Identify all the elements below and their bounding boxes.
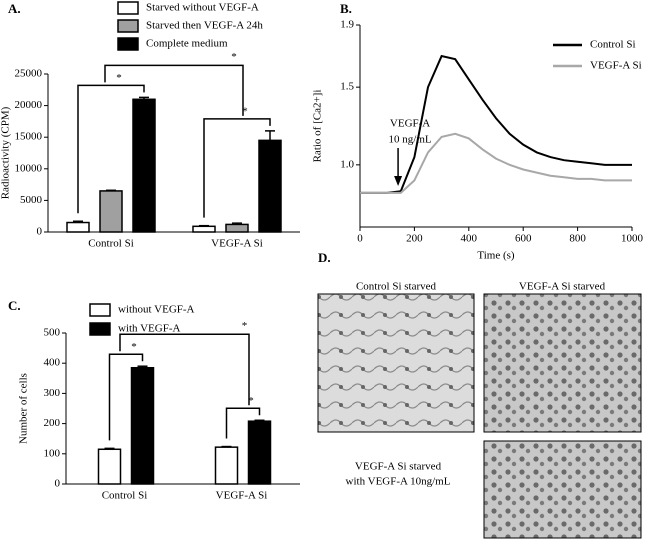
significance: *	[131, 341, 137, 353]
image-caption: VEGF-A Si starved	[355, 461, 442, 473]
y-tick-label: 1.9	[340, 19, 354, 31]
panel-label: D.	[318, 250, 331, 265]
y-tick-label: 500	[44, 327, 61, 339]
micrograph	[317, 293, 475, 433]
bar	[192, 225, 216, 233]
bar	[97, 448, 122, 485]
legend-label: Control Si	[590, 39, 636, 51]
bracket	[108, 353, 144, 441]
y-tick-label: 5000	[20, 194, 43, 206]
bracket	[225, 407, 261, 439]
x-tick-label: 800	[569, 233, 586, 245]
y-tick-label: 0	[37, 226, 43, 238]
micrograph	[483, 293, 642, 433]
y-tick-label: 0	[55, 478, 61, 490]
y-axis-label: Ratio of [Ca2+]i	[312, 90, 324, 163]
significance: *	[242, 105, 248, 117]
y-tick-label: 200	[44, 417, 61, 429]
x-tick-label: 0	[357, 233, 363, 245]
y-tick-label: 20000	[15, 99, 43, 111]
y-tick-label: 400	[44, 357, 61, 369]
x-tick-label: Control Si	[88, 238, 134, 250]
y-axis-label: Radioactivity (CPM)	[0, 106, 12, 199]
y-tick-label: 25000	[15, 68, 43, 80]
arrow-head	[394, 176, 403, 186]
bar	[258, 139, 282, 233]
bracket	[104, 64, 244, 116]
y-tick-label: 100	[44, 447, 61, 459]
micrograph	[483, 440, 642, 539]
legend-swatch	[89, 322, 111, 336]
legend-label: VEGF-A Si	[590, 60, 642, 72]
legend-swatch	[89, 303, 111, 317]
significance: *	[116, 72, 122, 84]
y-tick-label: 15000	[15, 131, 43, 143]
annotation: VEGF-A	[390, 118, 430, 130]
bar	[225, 223, 249, 233]
annotation: 10 ng/mL	[389, 134, 432, 146]
legend-label: Complete medium	[146, 38, 228, 50]
x-tick-label: VEGF-A Si	[211, 238, 263, 250]
y-tick-label: 300	[44, 387, 61, 399]
bar	[66, 221, 90, 233]
legend-label: Starved then VEGF-A 24h	[146, 20, 263, 32]
x-axis-label: Time (s)	[477, 250, 515, 262]
panel-label: C.	[8, 298, 21, 313]
legend-label: without VEGF-A	[118, 304, 195, 316]
legend-swatch	[117, 19, 139, 33]
legend-swatch	[117, 37, 139, 51]
x-tick-label: Control Si	[102, 490, 148, 502]
legend-swatch	[117, 1, 139, 15]
bar	[214, 446, 239, 485]
x-tick-label: 400	[461, 233, 478, 245]
x-tick-label: 600	[515, 233, 532, 245]
bar	[132, 98, 156, 233]
x-tick-label: VEGF-A Si	[216, 490, 268, 502]
x-tick-label: 1000	[621, 233, 644, 245]
image-caption: with VEGF-A 10ng/mL	[346, 476, 451, 488]
y-tick-label: 10000	[15, 162, 43, 174]
legend-label: with VEGF-A	[118, 323, 180, 335]
significance: *	[248, 395, 254, 407]
significance: *	[231, 51, 237, 63]
y-tick-label: 1.0	[340, 158, 354, 170]
image-title: VEGF-A Si starved	[519, 281, 606, 293]
panel-label: A.	[8, 1, 21, 16]
bar	[247, 420, 272, 485]
significance: *	[242, 320, 248, 332]
bar	[99, 190, 123, 233]
panel-label: B.	[340, 1, 352, 16]
legend-label: Starved without VEGF-A	[146, 2, 259, 14]
x-tick-label: 200	[406, 233, 423, 245]
bracket	[119, 333, 250, 406]
bracket	[77, 84, 145, 214]
y-axis-label: Number of cells	[18, 373, 30, 444]
image-title: Control Si starved	[356, 281, 437, 293]
line	[360, 54, 632, 194]
bracket	[203, 118, 271, 218]
line	[360, 132, 632, 194]
y-tick-label: 1.5	[340, 81, 354, 93]
bar	[130, 366, 155, 485]
